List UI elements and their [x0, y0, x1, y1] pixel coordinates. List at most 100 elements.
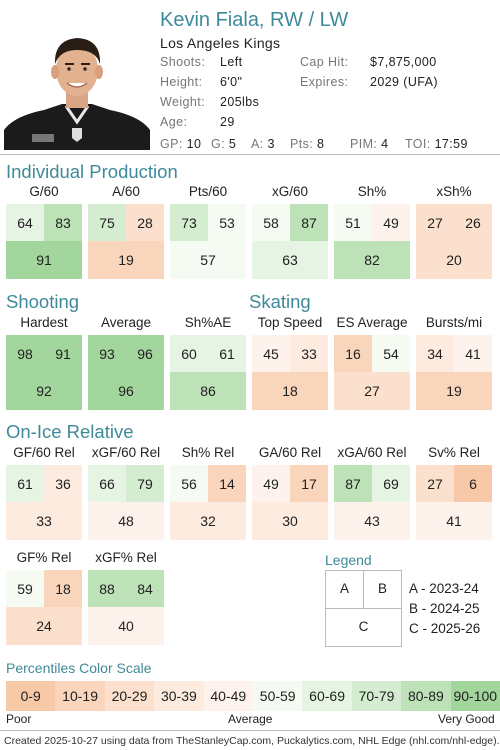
metric-label: Sh% [357, 184, 387, 199]
metric-label: Pts/60 [188, 184, 228, 199]
metric-label: Top Speed [257, 315, 323, 330]
scale-bin: 20-29 [104, 681, 155, 711]
team-name: Los Angeles Kings [160, 35, 281, 51]
metric-cell-c: 92 [6, 372, 82, 410]
metric-cell-b: 83 [44, 204, 82, 241]
metric-cell-b: 79 [126, 465, 164, 502]
metric-cell-c: 96 [88, 372, 164, 410]
scale-bin: 30-39 [154, 681, 204, 711]
legend-cell-a: A [339, 581, 349, 596]
metric-cell-c: 86 [170, 372, 246, 410]
weight-label: Weight: [160, 95, 205, 109]
metric-cell-b: 61 [208, 335, 246, 372]
scale-bin: 0-9 [6, 681, 56, 711]
metric-cell-c: 33 [6, 502, 82, 540]
height-label: Height: [160, 75, 203, 89]
player-name: Kevin Fiala, RW / LW [160, 9, 349, 31]
scale-bin: 60-69 [302, 681, 352, 711]
g-label: G: [211, 137, 225, 151]
metric-cell-a: 73 [170, 204, 208, 241]
a-label: A: [251, 137, 264, 151]
scale-bin: 70-79 [351, 681, 402, 711]
metric-cell-c: 91 [6, 241, 82, 279]
metric-label: Sh%AE [184, 315, 232, 330]
metric-cell-b: 96 [126, 335, 164, 372]
metric-label: xGA/60 Rel [337, 445, 407, 460]
toi-label: TOI: [405, 137, 431, 151]
metric-cell-c: 41 [416, 502, 492, 540]
metric-cell-c: 40 [88, 607, 164, 645]
scale-bin: 80-89 [401, 681, 451, 711]
metric-cell-c: 24 [6, 607, 82, 645]
metric-label: xG/60 [271, 184, 309, 199]
scale-very-good-label: Very Good [438, 712, 495, 726]
metric-cell-a: 75 [88, 204, 126, 241]
scale-bin: 90-100 [450, 681, 500, 711]
toi-value: 17:59 [434, 137, 468, 151]
metric-label: Bursts/mi [425, 315, 483, 330]
metric-label: Sv% Rel [428, 445, 480, 460]
metric-cell-a: 58 [252, 204, 290, 241]
metric-cell-b: 84 [126, 570, 164, 607]
metric-cell-c: 57 [170, 241, 246, 279]
cap-hit-label: Cap Hit: [300, 55, 349, 69]
metric-cell-c: 18 [252, 372, 328, 410]
metric-label: A/60 [112, 184, 140, 199]
metric-label: Sh% Rel [181, 445, 235, 460]
scale-poor-label: Poor [6, 712, 32, 726]
metric-label: xSh% [436, 184, 472, 199]
metric-cell-a: 56 [170, 465, 208, 502]
section-on-ice-relative: On-Ice Relative [6, 421, 134, 442]
legend-cell-c: C [358, 619, 369, 634]
metric-cell-b: 28 [126, 204, 164, 241]
expires-value: 2029 (UFA) [370, 75, 438, 89]
metric-cell-a: 64 [6, 204, 44, 241]
legend-c-desc: C - 2025-26 [409, 621, 481, 636]
metric-cell-a: 49 [252, 465, 290, 502]
section-skating: Skating [249, 291, 311, 312]
metric-cell-b: 26 [454, 204, 492, 241]
metric-cell-b: 17 [290, 465, 328, 502]
metric-label: xGF/60 Rel [91, 445, 161, 460]
metric-cell-c: 48 [88, 502, 164, 540]
scale-average-label: Average [228, 712, 273, 726]
legend-b-desc: B - 2024-25 [409, 601, 480, 616]
metric-label: GA/60 Rel [258, 445, 322, 460]
section-shooting: Shooting [6, 291, 80, 312]
metric-cell-b: 53 [208, 204, 246, 241]
scale-bin: 10-19 [55, 681, 105, 711]
metric-cell-a: 88 [88, 570, 126, 607]
metric-cell-b: 49 [372, 204, 410, 241]
stats-line: GP: 10 [160, 137, 201, 151]
scale-bin: 40-49 [203, 681, 253, 711]
color-scale-title: Percentiles Color Scale [6, 660, 152, 676]
metric-cell-b: 6 [454, 465, 492, 502]
player-portrait [4, 26, 150, 150]
metric-cell-b: 41 [454, 335, 492, 372]
metric-cell-a: 61 [6, 465, 44, 502]
expires-label: Expires: [300, 75, 349, 89]
gp-value: 10 [186, 137, 202, 151]
scale-bin: 50-59 [253, 681, 303, 711]
metric-label: GF/60 Rel [13, 445, 75, 460]
legend-title: Legend [325, 552, 372, 568]
metric-cell-a: 59 [6, 570, 44, 607]
metric-cell-a: 93 [88, 335, 126, 372]
metric-cell-c: 82 [334, 241, 410, 279]
legend-diagram: A B C [325, 570, 402, 647]
metric-cell-b: 18 [44, 570, 82, 607]
metric-cell-a: 87 [334, 465, 372, 502]
metric-cell-b: 14 [208, 465, 246, 502]
metric-cell-c: 63 [252, 241, 328, 279]
legend-a-desc: A - 2023-24 [409, 581, 479, 596]
age-value: 29 [220, 115, 235, 129]
metric-cell-b: 54 [372, 335, 410, 372]
metric-cell-a: 45 [252, 335, 290, 372]
age-label: Age: [160, 115, 188, 129]
section-individual-production: Individual Production [6, 161, 178, 182]
metric-label: ES Average [336, 315, 408, 330]
metric-cell-c: 27 [334, 372, 410, 410]
shoots-label: Shoots: [160, 55, 206, 69]
metric-cell-a: 66 [88, 465, 126, 502]
metric-cell-b: 91 [44, 335, 82, 372]
